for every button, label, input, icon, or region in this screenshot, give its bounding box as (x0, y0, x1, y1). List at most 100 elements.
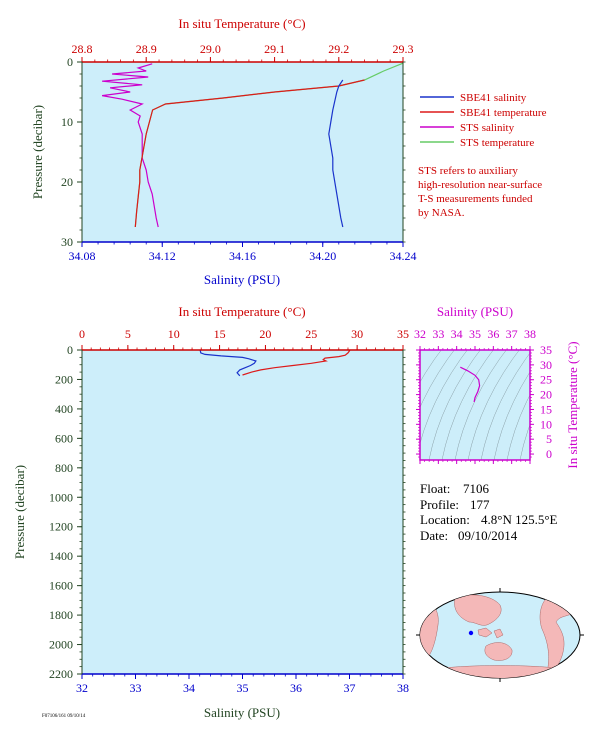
legend-entry-sbe-temperature: SBE41 temperature (420, 107, 547, 119)
lower-bottom-axis-title: Salinity (PSU) (204, 705, 280, 720)
sts-note-line-4: by NASA. (418, 207, 465, 219)
legend-entry-sts-salinity: STS salinity (420, 122, 515, 134)
map-land-antarctica (429, 665, 571, 678)
ts-curve (460, 366, 481, 403)
upper-bottom-tick-label: 34.12 (149, 249, 176, 263)
lower-left-tick-label: 1800 (49, 608, 73, 622)
float-value: 7106 (463, 481, 490, 496)
ts-density-contour (585, 345, 601, 460)
profile-label: Profile: (420, 497, 459, 512)
upper-bottom-tick-label: 34.16 (229, 249, 256, 263)
lower-chart: In situ Temperature (°C) 0 5 10 15 20 25 30 35 … (12, 304, 409, 720)
ts-density-contour (420, 350, 468, 445)
lower-left-axis-title: Pressure (decibar) (12, 465, 27, 559)
ts-density-contour (428, 350, 481, 460)
footer-text: F07106/161 09/10/14 (42, 714, 86, 719)
legend-label-sts-temperature: STS temperature (460, 137, 534, 149)
lower-bottom-tick-label: 38 (397, 681, 409, 695)
legend-entry-sbe-salinity: SBE41 salinity (420, 92, 527, 104)
upper-top-tick-label: 28.9 (136, 42, 157, 56)
lower-bottom-tick-label: 36 (290, 681, 302, 695)
lower-left-tick-label: 1600 (49, 579, 73, 593)
ts-right-tick-label: 25 (540, 373, 552, 387)
lower-left-tick-label: 1000 (49, 490, 73, 504)
sts-note-line-2: high-resolution near-surface (418, 179, 542, 191)
upper-bottom-axis-title: Salinity (PSU) (204, 272, 280, 287)
upper-top-tick-label: 29.0 (200, 42, 221, 56)
upper-bottom-ticks: 34.08 34.12 34.16 34.20 34.24 (69, 242, 417, 263)
ts-frame (419, 349, 531, 461)
lower-left-tick-label: 800 (55, 461, 73, 475)
ts-density-contour (420, 350, 455, 408)
upper-bottom-tick-label: 34.24 (390, 249, 417, 263)
lower-left-tick-label: 1200 (49, 520, 73, 534)
legend-label-sts-salinity: STS salinity (460, 122, 515, 134)
world-map (416, 588, 584, 682)
lower-top-tick-label: 5 (125, 327, 131, 341)
location-label: Location: (420, 512, 470, 527)
upper-legend: SBE41 salinity SBE41 temperature STS sal… (420, 92, 547, 149)
lower-top-tick-label: 35 (397, 327, 409, 341)
lower-top-tick-label: 20 (259, 327, 271, 341)
ts-density-contour (420, 350, 442, 383)
lower-temperature-line (242, 350, 351, 376)
sbe41-temperature-line (134, 79, 365, 228)
ts-density-contour (441, 350, 494, 460)
ts-top-tick-label: 36 (487, 327, 499, 341)
map-land-asia (454, 594, 502, 626)
sts-note-line-1: STS refers to auxiliary (418, 165, 518, 177)
upper-bottom-tick-label: 34.20 (309, 249, 336, 263)
lower-bottom-tick-label: 34 (183, 681, 195, 695)
lower-top-ticks: 0 5 10 15 20 25 30 35 (79, 327, 409, 350)
lower-top-tick-label: 30 (351, 327, 363, 341)
date-value: 09/10/2014 (458, 528, 518, 543)
ts-density-contour (519, 423, 530, 460)
lower-top-tick-label: 25 (305, 327, 317, 341)
ts-top-tick-label: 38 (524, 327, 536, 341)
lower-salinity-line (199, 350, 257, 377)
lower-left-tick-label: 0 (67, 343, 73, 357)
upper-top-tick-label: 29.1 (264, 42, 285, 56)
lower-bottom-ticks: 32 33 34 35 36 37 38 (76, 674, 409, 695)
upper-top-ticks: 28.8 28.9 29.0 29.1 29.2 29.3 (72, 42, 414, 62)
ts-density-contour (480, 352, 530, 460)
map-graticule-ticks (416, 588, 584, 682)
ts-plot-area (420, 350, 530, 460)
lower-bottom-tick-label: 33 (130, 681, 142, 695)
ts-density-contour (506, 394, 530, 460)
upper-left-tick-label: 0 (67, 55, 73, 69)
float-label: Float: (420, 481, 450, 496)
lower-top-axis-title: In situ Temperature (°C) (178, 304, 305, 319)
lower-top-tick-label: 0 (79, 327, 85, 341)
upper-bottom-tick-label: 34.08 (69, 249, 96, 263)
ts-right-tick-label: 0 (546, 447, 552, 461)
ts-right-axis-title: In situ Temperature (°C) (565, 341, 580, 468)
lower-left-tick-label: 1400 (49, 549, 73, 563)
map-land-maritime (477, 627, 504, 639)
upper-top-axis-title: In situ Temperature (°C) (178, 16, 305, 31)
legend-label-sbe-temperature: SBE41 temperature (460, 107, 547, 119)
sts-salinity-line (101, 63, 159, 228)
ts-top-tick-label: 34 (451, 327, 463, 341)
ts-right-tick-label: 30 (540, 358, 552, 372)
upper-series-group (101, 62, 404, 228)
upper-left-tick-label: 10 (61, 115, 73, 129)
ts-top-ticks: 32 33 34 35 36 37 38 (414, 327, 536, 464)
map-land-australia (484, 642, 513, 661)
lower-top-tick-label: 15 (214, 327, 226, 341)
ts-top-tick-label: 32 (414, 327, 426, 341)
sbe41-salinity-line (328, 79, 344, 228)
ts-right-tick-label: 20 (540, 388, 552, 402)
ts-top-tick-label: 37 (506, 327, 518, 341)
upper-left-axis-title: Pressure (decibar) (30, 105, 45, 199)
lower-top-tick-label: 10 (168, 327, 180, 341)
float-info: Float: 7106 Profile: 177 Location: 4.8°N… (420, 481, 558, 543)
upper-chart: In situ Temperature (°C) 28.8 28.9 29.0 29.… (30, 16, 417, 287)
upper-top-tick-label: 29.2 (328, 42, 349, 56)
upper-top-tick-label: 29.3 (393, 42, 414, 56)
upper-top-tick-label: 28.8 (72, 42, 93, 56)
ts-top-tick-label: 35 (469, 327, 481, 341)
ts-series-group (460, 366, 481, 403)
ts-density-contours (420, 345, 601, 460)
sts-note: STS refers to auxiliary high-resolution … (418, 165, 542, 219)
